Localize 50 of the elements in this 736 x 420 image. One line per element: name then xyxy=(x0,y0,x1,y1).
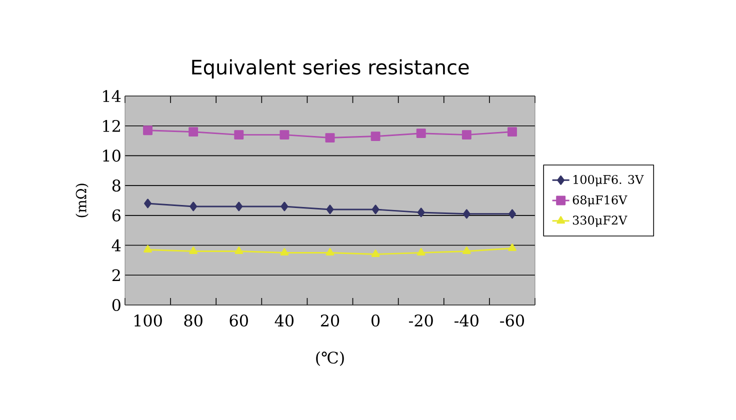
x-tick-label: 80 xyxy=(184,314,202,327)
point xyxy=(508,244,516,252)
x-axis-title: (℃) xyxy=(316,351,344,366)
point xyxy=(235,202,243,212)
x-tick-label: 40 xyxy=(274,314,294,327)
point xyxy=(144,245,152,253)
point xyxy=(326,204,334,214)
y-tick-label: 12 xyxy=(103,120,120,132)
y-axis-title: (mΩ) xyxy=(76,184,88,218)
point xyxy=(372,204,380,214)
point xyxy=(280,130,290,140)
point xyxy=(508,209,516,219)
y-tick-label: 0 xyxy=(112,298,120,312)
point xyxy=(416,248,426,256)
y-tick-label: 10 xyxy=(103,150,120,162)
y-tick-label: 14 xyxy=(103,90,121,102)
point xyxy=(189,246,198,254)
x-tick-label: 0 xyxy=(372,314,380,327)
point xyxy=(416,128,426,138)
legend-label: 330μF2V xyxy=(572,216,628,227)
chart-title: Equivalent series resistance xyxy=(192,59,469,79)
point xyxy=(326,248,334,256)
point xyxy=(462,246,471,254)
y-tick-label: 6 xyxy=(112,209,120,222)
point xyxy=(417,208,425,218)
x-tick-label: 100 xyxy=(134,314,162,327)
point xyxy=(462,130,472,140)
point xyxy=(325,133,335,143)
y-tick-label: 2 xyxy=(112,269,120,282)
legend-label: 68μF16V xyxy=(572,195,628,207)
point xyxy=(144,198,152,208)
point xyxy=(234,246,244,254)
y-tick-label: 8 xyxy=(112,180,120,192)
x-tick-label: 60 xyxy=(230,314,248,327)
legend-label: 100μF6. 3V xyxy=(574,174,644,186)
point xyxy=(188,127,198,137)
point xyxy=(143,126,153,136)
point xyxy=(280,202,288,212)
x-tick-label: -20 xyxy=(408,314,433,327)
point xyxy=(371,250,380,257)
point xyxy=(370,132,380,142)
x-tick-label: 20 xyxy=(320,314,340,327)
point xyxy=(280,248,289,256)
x-tick-label: -40 xyxy=(454,314,478,327)
x-tick-label: -60 xyxy=(500,314,524,327)
point xyxy=(234,130,244,140)
point xyxy=(190,202,198,212)
y-tick-label: 4 xyxy=(112,239,121,252)
point xyxy=(507,127,517,137)
point xyxy=(462,209,470,219)
